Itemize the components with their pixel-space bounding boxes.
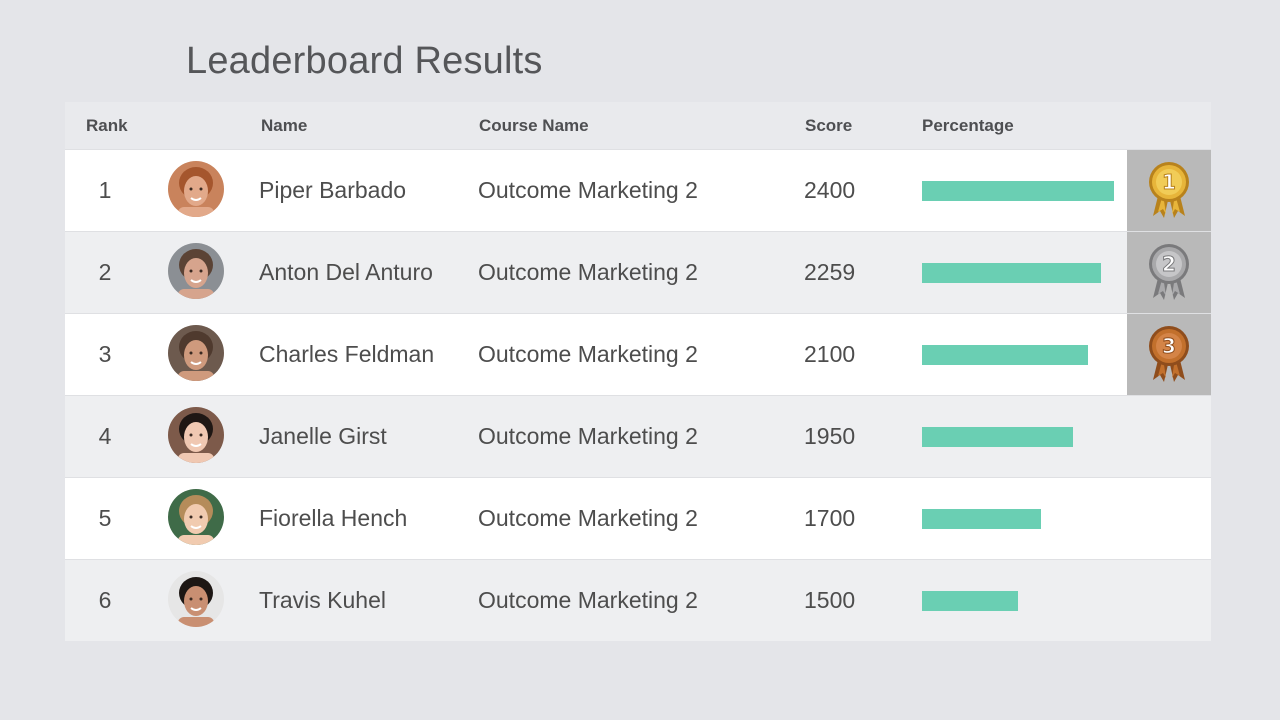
player-name: Janelle Girst bbox=[259, 423, 387, 449]
player-name: Anton Del Anturo bbox=[259, 259, 433, 285]
avatar bbox=[168, 489, 224, 545]
percentage-bar bbox=[922, 591, 1114, 611]
percentage-bar-fill bbox=[922, 263, 1101, 283]
course-name: Outcome Marketing 2 bbox=[478, 587, 698, 613]
course-name: Outcome Marketing 2 bbox=[478, 505, 698, 531]
table-body: 1 Piper Barbado Outcome Marketing 2 2400 1 2 A… bbox=[65, 149, 1211, 641]
avatar bbox=[168, 161, 224, 217]
course-name: Outcome Marketing 2 bbox=[478, 423, 698, 449]
table-row[interactable]: 2 Anton Del Anturo Outcome Marketing 2 2259… bbox=[65, 231, 1211, 313]
rank-cell: 3 bbox=[98, 341, 112, 367]
gold-medal-icon: 1 bbox=[1149, 162, 1189, 218]
rank-cell: 2 bbox=[98, 259, 112, 285]
player-name: Piper Barbado bbox=[259, 177, 407, 203]
score-value: 1950 bbox=[804, 423, 856, 449]
player-name: Charles Feldman bbox=[259, 341, 435, 367]
avatar bbox=[168, 325, 224, 381]
avatar bbox=[168, 407, 224, 463]
column-header-percentage[interactable]: Percentage bbox=[922, 116, 1014, 135]
percentage-bar bbox=[922, 181, 1114, 201]
percentage-bar-fill bbox=[922, 427, 1073, 447]
table-row[interactable]: 5 Fiorella Hench Outcome Marketing 2 1700 bbox=[65, 477, 1211, 559]
score-value: 2400 bbox=[804, 177, 856, 203]
course-name: Outcome Marketing 2 bbox=[478, 177, 698, 203]
player-name: Travis Kuhel bbox=[259, 587, 386, 613]
percentage-bar bbox=[922, 427, 1114, 447]
player-name: Fiorella Hench bbox=[259, 505, 408, 531]
page-title: Leaderboard Results bbox=[186, 40, 543, 82]
percentage-bar-fill bbox=[922, 591, 1018, 611]
svg-text:1: 1 bbox=[1162, 170, 1176, 194]
score-value: 2100 bbox=[804, 341, 856, 367]
rank-cell: 6 bbox=[98, 587, 112, 613]
percentage-bar bbox=[922, 345, 1114, 365]
medal-cell: 1 bbox=[1127, 150, 1211, 231]
table-row[interactable]: 6 Travis Kuhel Outcome Marketing 2 1500 bbox=[65, 559, 1211, 641]
rank-cell: 5 bbox=[98, 505, 112, 531]
medal-cell: 2 bbox=[1127, 232, 1211, 313]
avatar bbox=[168, 243, 224, 299]
column-header-name[interactable]: Name bbox=[261, 116, 308, 135]
table-row[interactable]: 1 Piper Barbado Outcome Marketing 2 2400 1 bbox=[65, 149, 1211, 231]
medal-cell: 3 bbox=[1127, 314, 1211, 395]
score-value: 1700 bbox=[804, 505, 856, 531]
column-header-course[interactable]: Course Name bbox=[479, 116, 589, 135]
course-name: Outcome Marketing 2 bbox=[478, 341, 698, 367]
percentage-bar-fill bbox=[922, 345, 1089, 365]
svg-text:3: 3 bbox=[1162, 334, 1176, 358]
rank-cell: 1 bbox=[98, 177, 112, 203]
percentage-bar bbox=[922, 509, 1114, 529]
percentage-bar bbox=[922, 263, 1114, 283]
percentage-bar-fill bbox=[922, 181, 1114, 201]
svg-text:2: 2 bbox=[1162, 252, 1176, 276]
percentage-bar-fill bbox=[922, 509, 1042, 529]
column-header-score[interactable]: Score bbox=[805, 116, 853, 135]
score-value: 2259 bbox=[804, 259, 856, 285]
column-header-rank[interactable]: Rank bbox=[86, 116, 128, 135]
avatar bbox=[168, 571, 224, 627]
bronze-medal-icon: 3 bbox=[1149, 326, 1189, 382]
course-name: Outcome Marketing 2 bbox=[478, 259, 698, 285]
score-value: 1500 bbox=[804, 587, 856, 613]
table-header: Rank Name Course Name Score Percentage bbox=[65, 102, 1211, 149]
leaderboard-table: Rank Name Course Name Score Percentage 1… bbox=[65, 102, 1211, 641]
rank-cell: 4 bbox=[98, 423, 112, 449]
table-row[interactable]: 4 Janelle Girst Outcome Marketing 2 1950 bbox=[65, 395, 1211, 477]
table-row[interactable]: 3 Charles Feldman Outcome Marketing 2 2100 3 bbox=[65, 313, 1211, 395]
silver-medal-icon: 2 bbox=[1149, 244, 1189, 300]
